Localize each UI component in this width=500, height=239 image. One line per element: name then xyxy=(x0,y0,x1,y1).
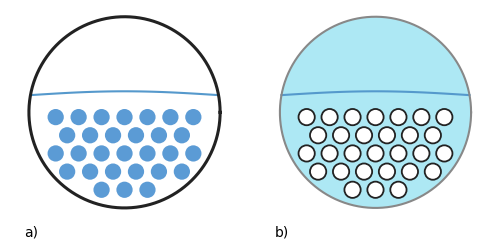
Polygon shape xyxy=(280,17,471,208)
Ellipse shape xyxy=(368,145,384,162)
Ellipse shape xyxy=(151,127,167,143)
Ellipse shape xyxy=(368,109,384,125)
Ellipse shape xyxy=(116,109,132,125)
Ellipse shape xyxy=(128,127,144,143)
Text: a): a) xyxy=(24,225,38,239)
Ellipse shape xyxy=(424,163,441,180)
Ellipse shape xyxy=(128,163,144,180)
Ellipse shape xyxy=(436,109,452,125)
Ellipse shape xyxy=(116,182,132,198)
Ellipse shape xyxy=(310,163,326,180)
Ellipse shape xyxy=(185,145,202,162)
Ellipse shape xyxy=(174,127,190,143)
Ellipse shape xyxy=(402,127,418,143)
Ellipse shape xyxy=(298,145,315,162)
Ellipse shape xyxy=(82,127,98,143)
Ellipse shape xyxy=(116,145,132,162)
Ellipse shape xyxy=(59,163,76,180)
Ellipse shape xyxy=(48,145,64,162)
Ellipse shape xyxy=(379,163,395,180)
Ellipse shape xyxy=(162,109,178,125)
Ellipse shape xyxy=(333,163,349,180)
Ellipse shape xyxy=(322,109,338,125)
Ellipse shape xyxy=(140,182,156,198)
Ellipse shape xyxy=(344,109,360,125)
Ellipse shape xyxy=(140,145,156,162)
Ellipse shape xyxy=(424,127,441,143)
Ellipse shape xyxy=(390,182,406,198)
Ellipse shape xyxy=(379,127,395,143)
Ellipse shape xyxy=(82,163,98,180)
Ellipse shape xyxy=(390,109,406,125)
Ellipse shape xyxy=(310,127,326,143)
Ellipse shape xyxy=(185,109,202,125)
Ellipse shape xyxy=(402,163,418,180)
Ellipse shape xyxy=(140,109,156,125)
Ellipse shape xyxy=(151,163,167,180)
Ellipse shape xyxy=(368,182,384,198)
Ellipse shape xyxy=(105,163,121,180)
Ellipse shape xyxy=(174,163,190,180)
Ellipse shape xyxy=(298,109,315,125)
Ellipse shape xyxy=(322,145,338,162)
Ellipse shape xyxy=(59,127,76,143)
Ellipse shape xyxy=(162,145,178,162)
Ellipse shape xyxy=(94,182,110,198)
Ellipse shape xyxy=(94,145,110,162)
Ellipse shape xyxy=(413,109,430,125)
Ellipse shape xyxy=(70,145,87,162)
Text: b): b) xyxy=(275,225,289,239)
Ellipse shape xyxy=(436,145,452,162)
Ellipse shape xyxy=(344,182,360,198)
Polygon shape xyxy=(29,17,220,208)
Ellipse shape xyxy=(105,127,121,143)
Ellipse shape xyxy=(94,109,110,125)
Ellipse shape xyxy=(356,163,372,180)
Ellipse shape xyxy=(356,127,372,143)
Ellipse shape xyxy=(48,109,64,125)
Ellipse shape xyxy=(413,145,430,162)
Ellipse shape xyxy=(390,145,406,162)
Ellipse shape xyxy=(333,127,349,143)
Ellipse shape xyxy=(70,109,87,125)
Ellipse shape xyxy=(344,145,360,162)
